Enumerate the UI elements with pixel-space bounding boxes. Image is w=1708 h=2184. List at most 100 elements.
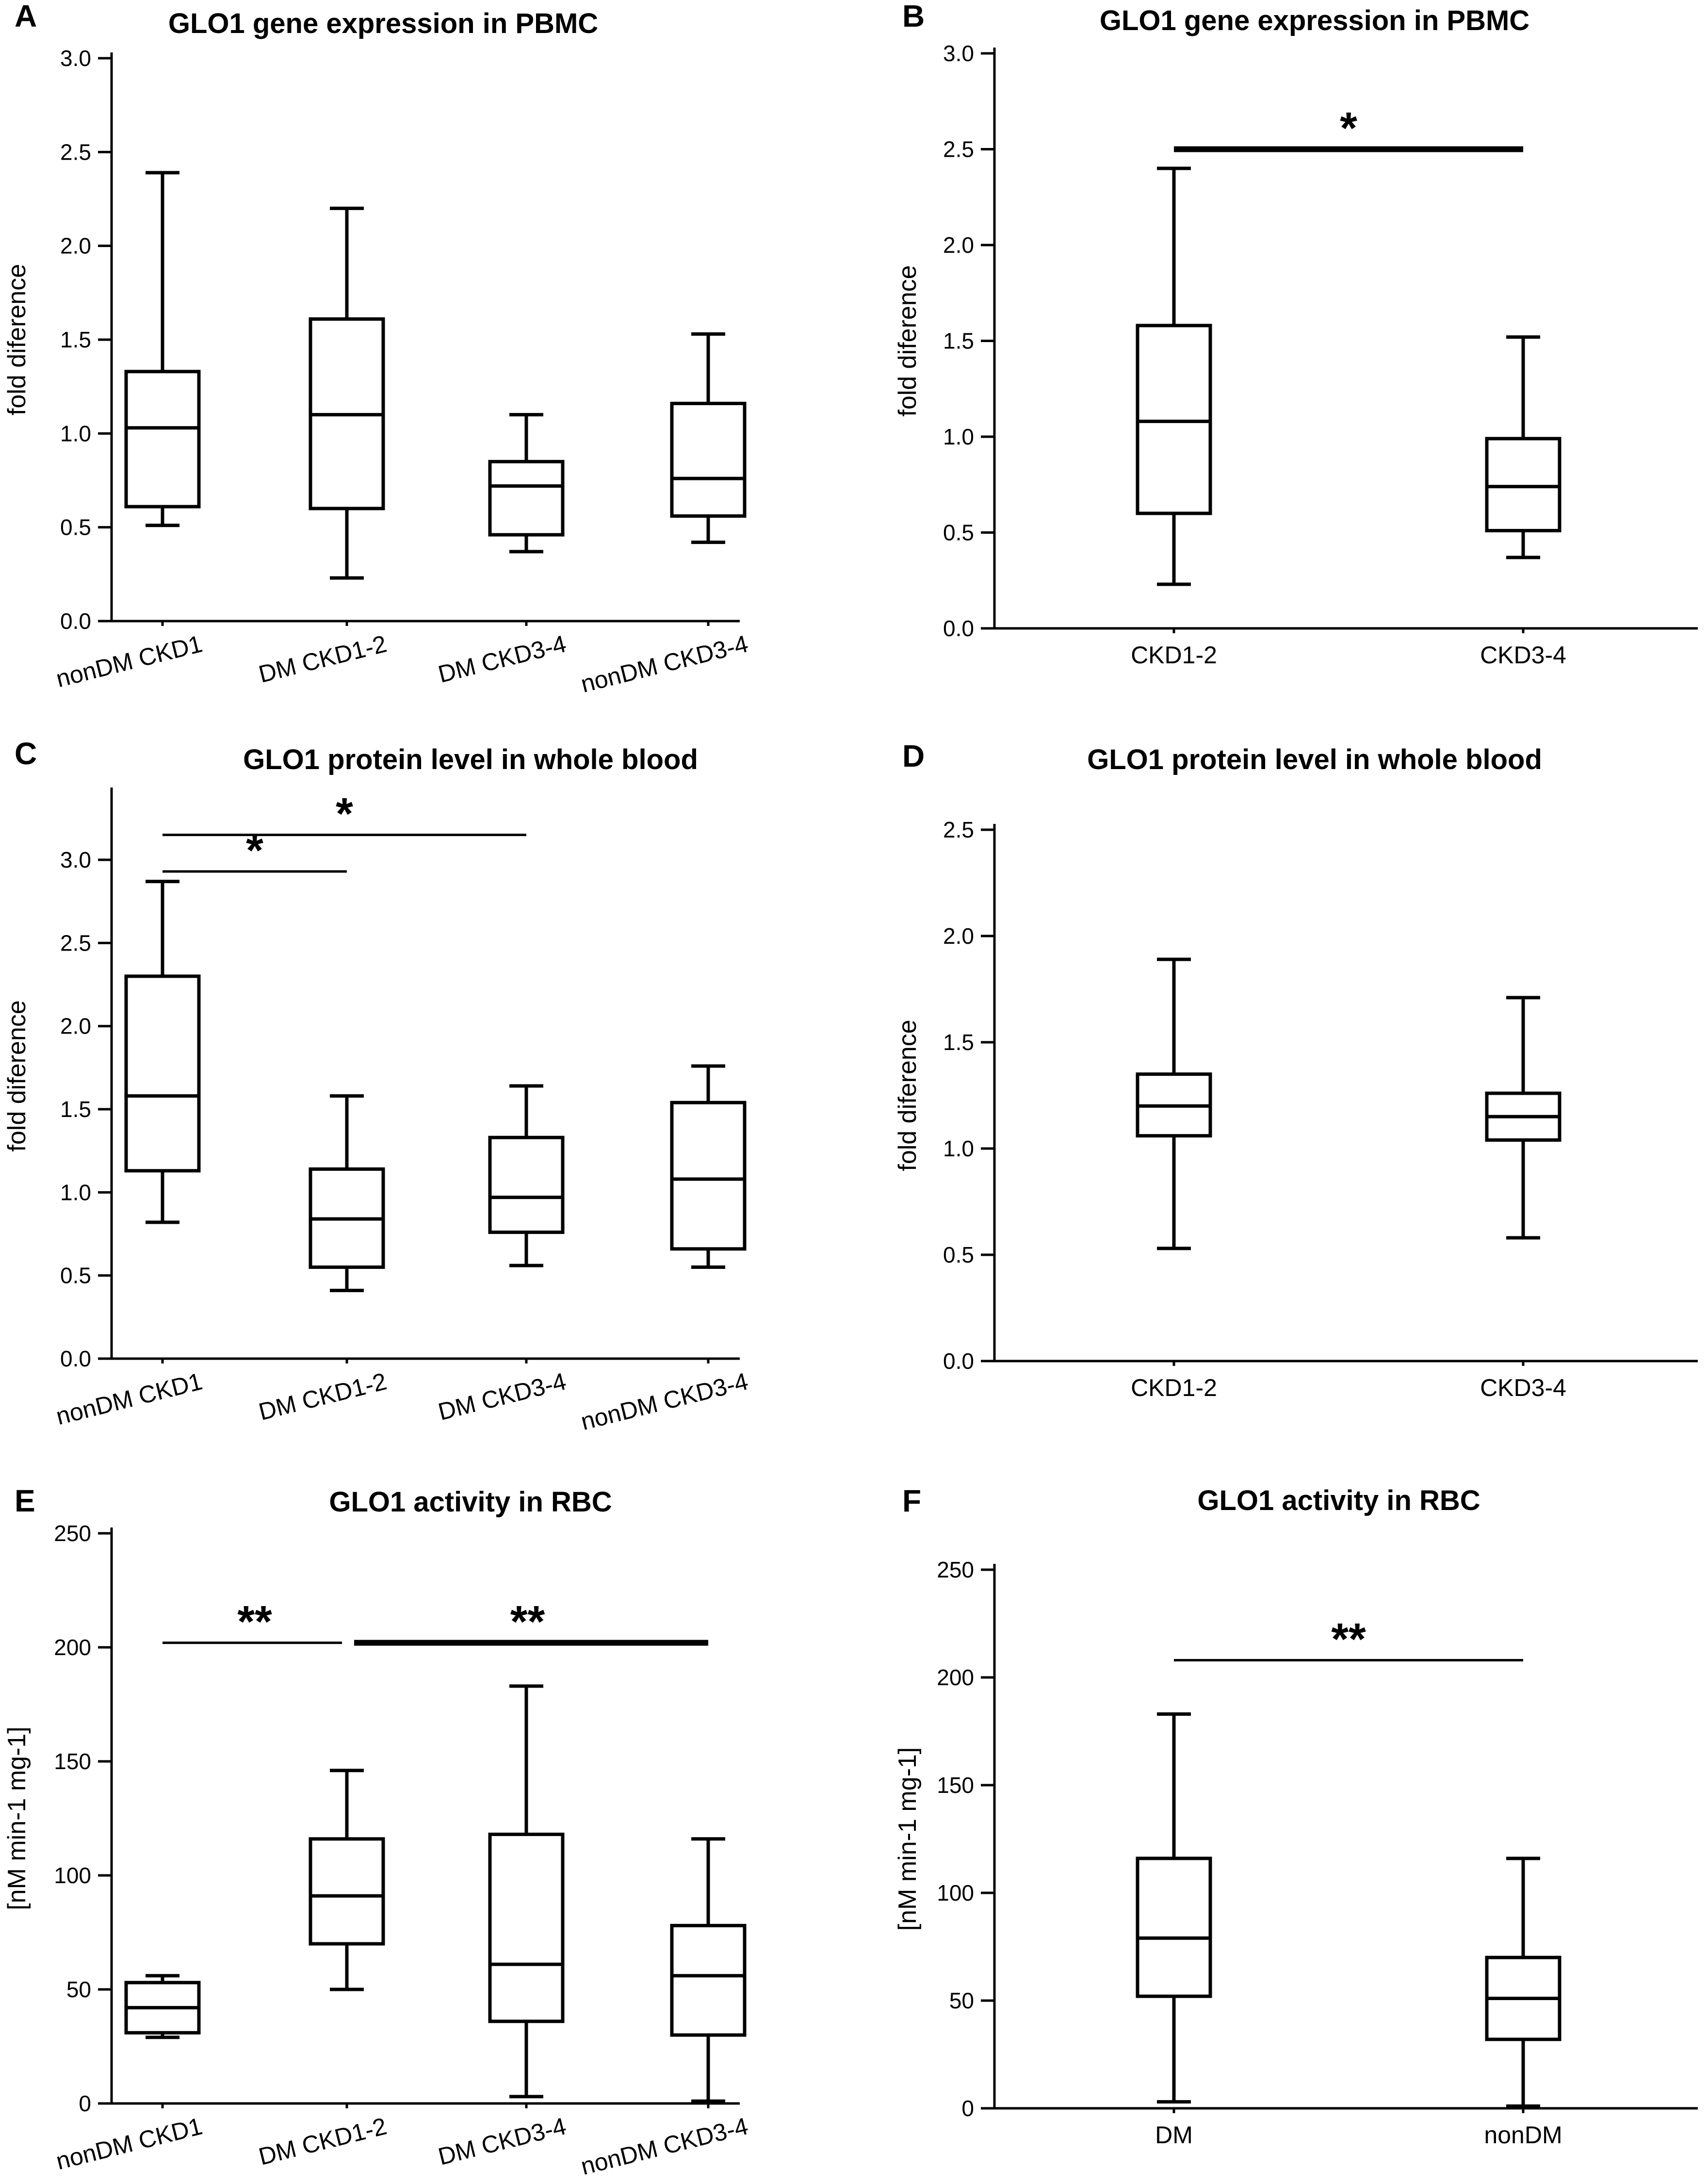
iqr-box [1136, 1856, 1212, 1998]
y-tick-label: 3.0 [60, 847, 91, 872]
iqr-box [670, 401, 747, 518]
chart-title: GLO1 activity in RBC [1197, 1485, 1480, 1516]
y-tick-label: 2.0 [60, 233, 91, 259]
x-category-label: CKD1-2 [1131, 641, 1217, 669]
box-4 [670, 1837, 747, 2103]
y-tick-label: 0.0 [60, 608, 91, 634]
box-3 [488, 413, 565, 554]
x-category-label: nonDM CKD3-4 [578, 1367, 751, 1435]
y-tick-label: 2.5 [943, 137, 974, 162]
y-tick-label: 0.0 [943, 616, 974, 641]
x-category-label: DM CKD3-4 [436, 2112, 569, 2170]
box-1 [124, 171, 201, 527]
significance-marker: * [1340, 104, 1357, 153]
y-tick-label: 50 [949, 1988, 974, 2013]
y-axis-title: fold diference [894, 1019, 922, 1171]
y-tick-label: 50 [66, 1977, 91, 2002]
box-1 [1136, 1712, 1212, 2104]
box-3 [488, 1084, 565, 1267]
box-1 [1136, 957, 1212, 1250]
y-axis-title: [nM min-1 mg-1] [894, 1747, 922, 1931]
y-tick-label: 1.0 [60, 421, 91, 446]
y-axis-title: fold diference [894, 265, 922, 416]
box-2 [1485, 335, 1562, 559]
chart-title: GLO1 protein level in whole blood [243, 744, 698, 775]
y-tick-label: 100 [937, 1880, 974, 1905]
iqr-box [124, 370, 201, 509]
panel-a: A GLO1 gene expression in PBMC 0.0 0.5 1.0 1.… [3, 0, 751, 698]
y-axis-title: [nM min-1 mg-1] [3, 1726, 31, 1910]
y-tick-label: 1.5 [943, 328, 974, 354]
y-tick-label: 250 [937, 1557, 974, 1582]
iqr-box [124, 974, 201, 1173]
iqr-box [1136, 324, 1212, 515]
iqr-box [1485, 437, 1562, 533]
x-category-label: DM CKD1-2 [256, 630, 390, 688]
iqr-box [488, 1832, 565, 2023]
iqr-box [488, 1135, 565, 1234]
chart-title: GLO1 gene expression in PBMC [168, 8, 598, 39]
chart-title: GLO1 activity in RBC [329, 1486, 612, 1518]
panel-letter: A [15, 0, 37, 33]
y-tick-label: 0.5 [943, 1242, 974, 1267]
chart-title: GLO1 protein level in whole blood [1087, 744, 1542, 775]
y-tick-label: 150 [937, 1773, 974, 1798]
x-category-label: DM CKD1-2 [256, 2112, 390, 2170]
panel-letter: B [902, 0, 925, 33]
y-tick-label: 0 [961, 2096, 974, 2121]
x-category-label: nonDM CKD1 [53, 2112, 205, 2175]
y-tick-label: 2.0 [943, 923, 974, 949]
box-2 [1485, 996, 1562, 1240]
y-tick-label: 0.5 [60, 515, 91, 540]
box-2 [309, 1769, 385, 1991]
y-tick-label: 1.0 [943, 1136, 974, 1161]
y-axis-title: fold diference [3, 264, 31, 415]
panel-letter: F [902, 1483, 921, 1518]
box-4 [670, 1064, 747, 1269]
box-1 [124, 1974, 201, 2039]
chart-title: GLO1 gene expression in PBMC [1100, 5, 1529, 36]
y-tick-label: 0 [79, 2091, 91, 2116]
iqr-box [670, 1923, 747, 2037]
x-category-label: CKD1-2 [1131, 1374, 1217, 1401]
significance-marker: * [336, 789, 353, 839]
y-tick-label: 2.5 [60, 930, 91, 955]
panel-c: C GLO1 protein level in whole blood 0.0 0.5… [3, 736, 751, 1435]
box-2 [309, 206, 385, 580]
box-4 [670, 332, 747, 544]
x-category-label: nonDM CKD1 [53, 630, 205, 692]
y-tick-label: 150 [54, 1749, 91, 1774]
x-category-label: CKD3-4 [1480, 1374, 1566, 1401]
panel-letter: D [902, 739, 925, 773]
x-category-label: DM CKD3-4 [436, 1367, 569, 1426]
x-category-label: nonDM CKD3-4 [578, 630, 751, 698]
y-tick-label: 250 [54, 1521, 91, 1546]
iqr-box [309, 1837, 385, 1946]
y-tick-label: 1.5 [60, 1097, 91, 1122]
panel-letter: E [15, 1483, 35, 1518]
y-tick-label: 100 [54, 1863, 91, 1888]
y-tick-label: 2.0 [60, 1014, 91, 1039]
significance-marker: ** [1331, 1614, 1366, 1664]
box-2 [1485, 1856, 1562, 2108]
iqr-box [488, 460, 565, 537]
panel-e: E GLO1 activity in RBC 0 50 100 150 200 250 [nM … [3, 1483, 751, 2180]
x-category-label: CKD3-4 [1480, 641, 1566, 669]
y-tick-label: 1.0 [943, 424, 974, 449]
panel-f: F GLO1 activity in RBC 0 50 100 150 200 250 [nM … [894, 1483, 1698, 2149]
x-category-label: DM [1155, 2121, 1193, 2149]
panel-letter: C [15, 736, 37, 771]
x-category-label: nonDM [1484, 2121, 1562, 2149]
x-category-label: nonDM CKD3-4 [578, 2112, 751, 2180]
y-tick-label: 2.0 [943, 232, 974, 258]
y-tick-label: 3.0 [60, 46, 91, 71]
panel-b: B GLO1 gene expression in PBMC 0.0 0.5 1.0 1.… [894, 0, 1698, 669]
significance-marker: ** [510, 1597, 545, 1647]
box-1 [124, 880, 201, 1224]
panel-d: D GLO1 protein level in whole blood 0.0 0.5… [894, 739, 1698, 1401]
y-tick-label: 200 [54, 1635, 91, 1660]
x-category-label: DM CKD3-4 [436, 630, 569, 688]
y-tick-label: 0.5 [60, 1263, 91, 1288]
y-tick-label: 0.5 [943, 520, 974, 545]
